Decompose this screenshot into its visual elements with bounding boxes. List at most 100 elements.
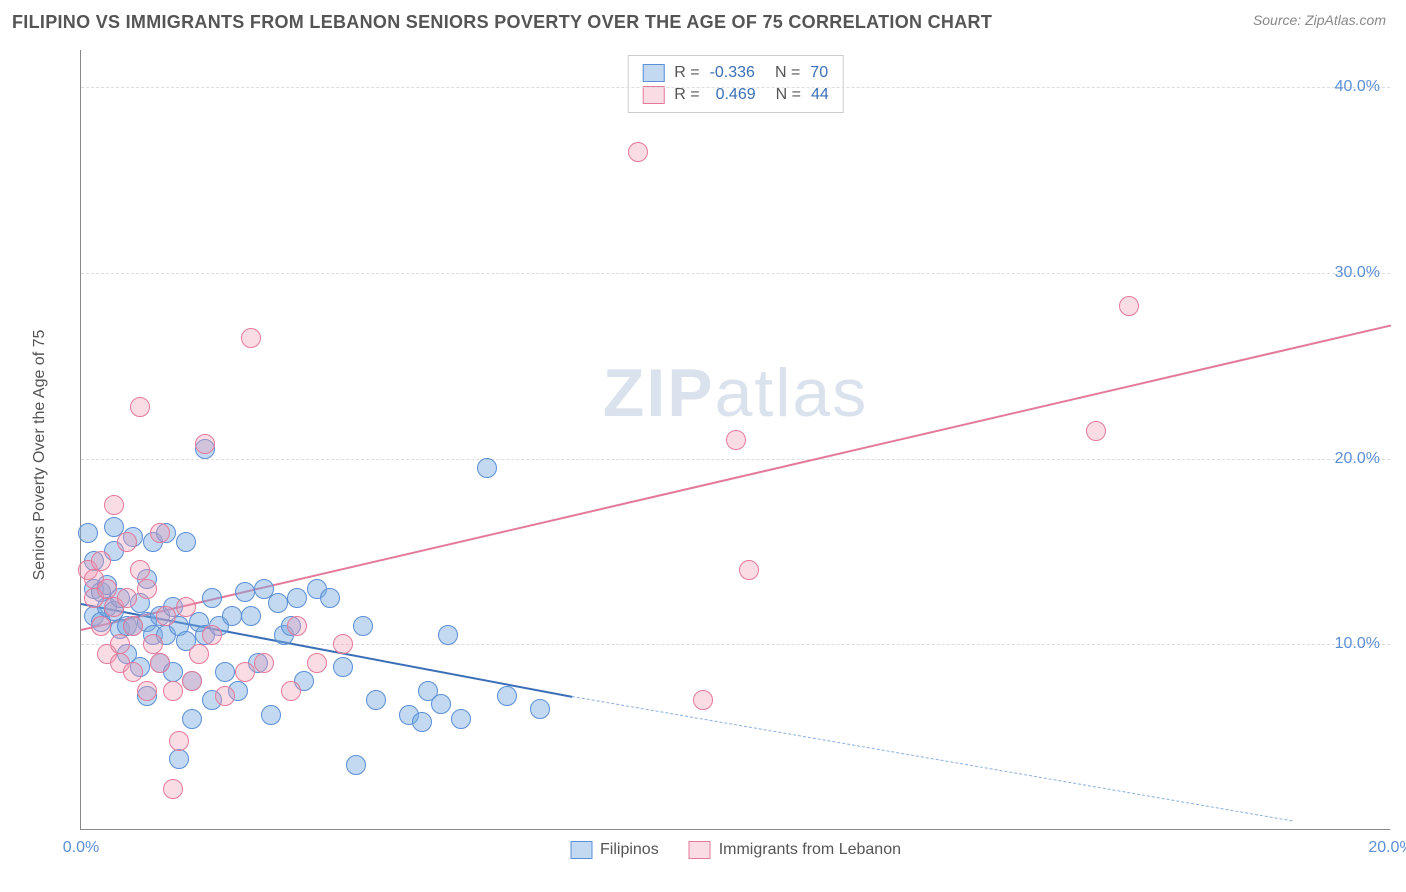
data-point bbox=[1086, 421, 1106, 441]
y-axis-label: Seniors Poverty Over the Age of 75 bbox=[31, 330, 49, 581]
data-point bbox=[287, 588, 307, 608]
data-point bbox=[235, 662, 255, 682]
data-point bbox=[202, 625, 222, 645]
data-point bbox=[182, 671, 202, 691]
watermark: ZIPatlas bbox=[603, 354, 868, 432]
chart-title: FILIPINO VS IMMIGRANTS FROM LEBANON SENI… bbox=[12, 12, 992, 33]
data-point bbox=[176, 532, 196, 552]
data-point bbox=[123, 662, 143, 682]
data-point bbox=[241, 606, 261, 626]
data-point bbox=[1119, 296, 1139, 316]
gridline-h bbox=[81, 644, 1390, 645]
y-tick-label: 30.0% bbox=[1335, 264, 1380, 282]
swatch-pink-icon bbox=[689, 841, 711, 859]
legend-item-filipinos: Filipinos bbox=[570, 841, 659, 859]
data-point bbox=[202, 588, 222, 608]
data-point bbox=[176, 597, 196, 617]
data-point bbox=[530, 699, 550, 719]
data-point bbox=[215, 686, 235, 706]
data-point bbox=[268, 593, 288, 613]
data-point bbox=[451, 709, 471, 729]
data-point bbox=[150, 653, 170, 673]
data-point bbox=[307, 653, 327, 673]
gridline-h bbox=[81, 459, 1390, 460]
data-point bbox=[91, 551, 111, 571]
data-point bbox=[333, 657, 353, 677]
r-label: R = bbox=[674, 64, 699, 82]
plot-area: ZIPatlas R = -0.336 N = 70 R = 0.469 N =… bbox=[80, 50, 1390, 830]
chart-container: Seniors Poverty Over the Age of 75 ZIPat… bbox=[50, 50, 1390, 860]
data-point bbox=[169, 749, 189, 769]
data-point bbox=[353, 616, 373, 636]
swatch-blue-icon bbox=[570, 841, 592, 859]
n-label: N = bbox=[775, 64, 800, 82]
y-tick-label: 40.0% bbox=[1335, 78, 1380, 96]
data-point bbox=[497, 686, 517, 706]
data-point bbox=[163, 779, 183, 799]
trend-line bbox=[81, 325, 1391, 632]
data-point bbox=[235, 582, 255, 602]
data-point bbox=[130, 560, 150, 580]
gridline-h bbox=[81, 87, 1390, 88]
legend-row-filipinos: R = -0.336 N = 70 bbox=[642, 62, 829, 84]
data-point bbox=[104, 495, 124, 515]
correlation-legend: R = -0.336 N = 70 R = 0.469 N = 44 bbox=[627, 55, 844, 113]
data-point bbox=[130, 397, 150, 417]
data-point bbox=[189, 644, 209, 664]
data-point bbox=[143, 634, 163, 654]
data-point bbox=[195, 434, 215, 454]
data-point bbox=[156, 606, 176, 626]
data-point bbox=[287, 616, 307, 636]
data-point bbox=[137, 579, 157, 599]
data-point bbox=[431, 694, 451, 714]
data-point bbox=[182, 709, 202, 729]
data-point bbox=[628, 142, 648, 162]
data-point bbox=[163, 681, 183, 701]
data-point bbox=[261, 705, 281, 725]
r-value-lebanon: 0.469 bbox=[716, 86, 756, 104]
data-point bbox=[254, 653, 274, 673]
swatch-blue-icon bbox=[642, 64, 664, 82]
data-point bbox=[477, 458, 497, 478]
data-point bbox=[333, 634, 353, 654]
legend-label-lebanon: Immigrants from Lebanon bbox=[719, 841, 901, 859]
data-point bbox=[117, 588, 137, 608]
data-point bbox=[78, 523, 98, 543]
n-value-lebanon: 44 bbox=[811, 86, 829, 104]
data-point bbox=[215, 662, 235, 682]
y-tick-label: 10.0% bbox=[1335, 635, 1380, 653]
data-point bbox=[123, 616, 143, 636]
data-point bbox=[222, 606, 242, 626]
data-point bbox=[110, 634, 130, 654]
legend-label-filipinos: Filipinos bbox=[600, 841, 659, 859]
data-point bbox=[438, 625, 458, 645]
data-point bbox=[281, 681, 301, 701]
r-value-filipinos: -0.336 bbox=[710, 64, 755, 82]
source-attribution: Source: ZipAtlas.com bbox=[1253, 12, 1386, 28]
data-point bbox=[726, 430, 746, 450]
data-point bbox=[169, 731, 189, 751]
x-tick-label: 0.0% bbox=[63, 839, 99, 857]
data-point bbox=[739, 560, 759, 580]
data-point bbox=[241, 328, 261, 348]
legend-item-lebanon: Immigrants from Lebanon bbox=[689, 841, 901, 859]
trend-line bbox=[572, 696, 1293, 821]
series-legend: Filipinos Immigrants from Lebanon bbox=[570, 841, 901, 859]
data-point bbox=[97, 579, 117, 599]
data-point bbox=[137, 681, 157, 701]
n-label: N = bbox=[776, 86, 801, 104]
gridline-h bbox=[81, 273, 1390, 274]
y-tick-label: 20.0% bbox=[1335, 450, 1380, 468]
r-label: R = bbox=[674, 86, 699, 104]
data-point bbox=[117, 532, 137, 552]
data-point bbox=[346, 755, 366, 775]
chart-header: FILIPINO VS IMMIGRANTS FROM LEBANON SENI… bbox=[0, 0, 1406, 41]
data-point bbox=[693, 690, 713, 710]
data-point bbox=[366, 690, 386, 710]
n-value-filipinos: 70 bbox=[810, 64, 828, 82]
data-point bbox=[320, 588, 340, 608]
swatch-pink-icon bbox=[642, 86, 664, 104]
data-point bbox=[150, 523, 170, 543]
data-point bbox=[91, 616, 111, 636]
x-tick-label: 20.0% bbox=[1368, 839, 1406, 857]
